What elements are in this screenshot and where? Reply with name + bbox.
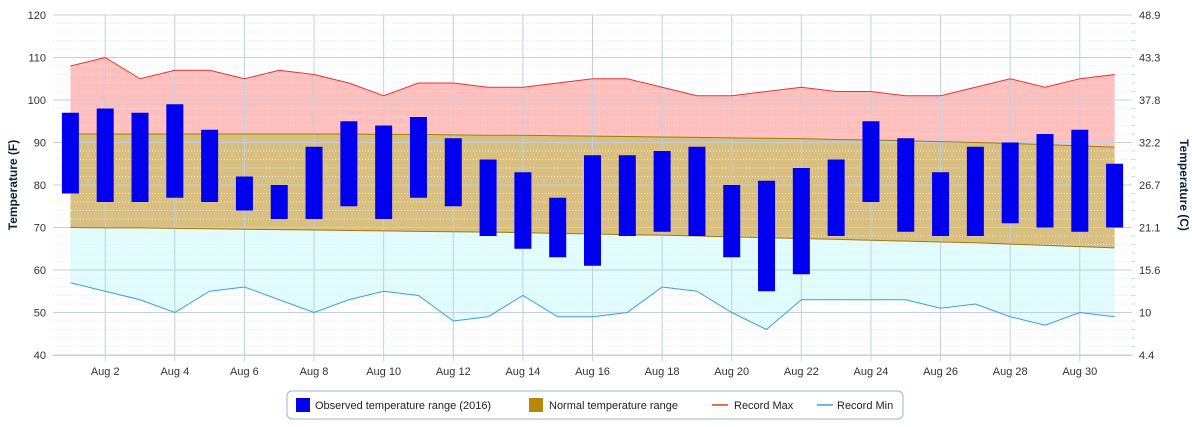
x-tick-label: Aug 22 (784, 366, 819, 378)
legend-swatch-observed (296, 398, 310, 412)
y-tick-label-right: 37.8 (1139, 95, 1160, 107)
y-tick-label-right: 43.3 (1139, 53, 1160, 65)
observed-range-bar (792, 168, 810, 275)
record-max-line (70, 56, 1115, 97)
legend-swatch-normal (529, 398, 543, 412)
y-tick-label-left: 70 (34, 223, 46, 235)
y-tick-label-right: 26.7 (1139, 180, 1160, 192)
observed-range-bar (235, 176, 253, 211)
observed-range-bar (340, 121, 358, 207)
observed-range-bar (131, 112, 149, 202)
observed-range-bar (166, 104, 184, 198)
y-tick-label-right: 21.1 (1139, 223, 1160, 235)
observed-range-bar (827, 159, 845, 236)
observed-range-bar (966, 146, 984, 236)
normal-high-edge (70, 133, 1115, 148)
observed-range-bar (653, 151, 671, 232)
x-tick-label: Aug 12 (436, 366, 471, 378)
x-tick-label: Aug 26 (923, 366, 958, 378)
observed-range-bar (1001, 142, 1019, 224)
x-tick-label: Aug 2 (91, 366, 120, 378)
x-tick-label: Aug 14 (505, 366, 540, 378)
legend-label-record-min: Record Min (837, 400, 893, 412)
legend-label-normal: Normal temperature range (549, 400, 678, 412)
observed-range-bar (584, 155, 601, 266)
observed-range-bar (479, 159, 497, 236)
y-tick-label-left: 80 (34, 180, 46, 192)
y-tick-label-right: 48.9 (1139, 10, 1160, 22)
observed-range-bar (96, 108, 114, 202)
observed-range-bar (897, 138, 915, 232)
observed-range-bar (270, 185, 288, 219)
observed-range-bar (932, 172, 950, 236)
y-tick-label-right: 10 (1139, 308, 1151, 320)
observed-range-bar (862, 121, 880, 202)
y-tick-label-right: 32.2 (1139, 138, 1160, 150)
legend-label-record-max: Record Max (734, 400, 794, 412)
y-tick-label-left: 100 (28, 95, 46, 107)
observed-range-bar (549, 197, 567, 258)
y-tick-label-right: 15.6 (1139, 265, 1160, 277)
x-tick-label: Aug 18 (645, 366, 680, 378)
x-tick-label: Aug 30 (1062, 366, 1097, 378)
observed-range-bar (1071, 129, 1089, 232)
record-min-line (70, 282, 1115, 331)
y-tick-label-left: 40 (34, 350, 46, 362)
y-tick-label-left: 90 (34, 138, 46, 150)
y-tick-label-right: 4.4 (1139, 350, 1154, 362)
observed-range-bar (723, 185, 741, 258)
x-tick-label: Aug 4 (160, 366, 189, 378)
y-tick-label-left: 60 (34, 265, 46, 277)
y-axis-title-left: Temperature (F) (6, 140, 20, 230)
observed-range-bar (61, 112, 79, 194)
x-tick-label: Aug 8 (300, 366, 329, 378)
observed-range-bar (305, 146, 323, 219)
observed-range-bar (444, 138, 462, 207)
x-tick-label: Aug 6 (230, 366, 259, 378)
observed-range-bar (1106, 163, 1124, 228)
observed-range-bar (514, 172, 532, 249)
observed-range-bar (201, 129, 219, 202)
legend-box (286, 390, 904, 420)
y-tick-label-left: 120 (28, 10, 46, 22)
x-tick-label: Aug 10 (366, 366, 401, 378)
legend-label-observed: Observed temperature range (2016) (315, 400, 491, 412)
observed-range-bar (1036, 134, 1054, 228)
x-tick-label: Aug 20 (714, 366, 749, 378)
y-tick-label-left: 50 (34, 308, 46, 320)
observed-range-bar (758, 180, 776, 292)
observed-range-bar (409, 117, 427, 198)
observed-range-bar (688, 146, 706, 236)
x-tick-label: Aug 16 (575, 366, 610, 378)
observed-range-bar (375, 125, 393, 219)
observed-range-bar (618, 155, 636, 236)
x-tick-label: Aug 24 (854, 366, 889, 378)
y-tick-label-left: 110 (28, 53, 46, 65)
x-tick-label: Aug 28 (993, 366, 1028, 378)
y-axis-title-right: Temperature (C) (1177, 139, 1191, 231)
